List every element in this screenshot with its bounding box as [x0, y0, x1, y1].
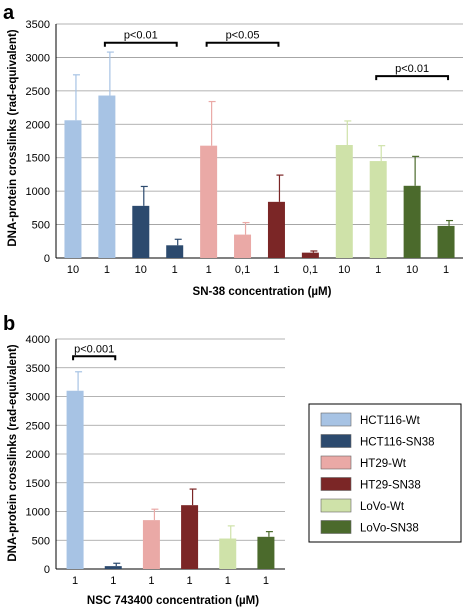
chart-a-bar: [166, 245, 184, 258]
chart-a-x-tick-label: 1: [206, 264, 212, 276]
chart-a-significance-bracket: [103, 41, 178, 47]
chart-a-y-tick-label: 2500: [26, 86, 50, 98]
legend-label: HT29-SN38: [360, 480, 421, 492]
chart-a-x-tick-label: 0,1: [235, 264, 250, 276]
legend-label: HT29-Wt: [360, 458, 407, 470]
chart-b-y-tick-label: 1500: [26, 478, 50, 490]
chart-b-bar: [142, 520, 160, 569]
chart-b-y-tick-label: 3000: [26, 392, 50, 404]
chart-a-x-tick-label: 1: [443, 264, 449, 276]
chart-a-x-axis-label: SN-38 concentration (µM): [193, 286, 332, 298]
chart-b-significance-bracket: [72, 355, 117, 361]
legend: HCT116-Wt HCT116-SN38 HT29-Wt HT29-SN38 LoVo…: [308, 403, 462, 543]
chart-a-x-tick-label: 10: [406, 264, 418, 276]
chart-a-x-tick-label: 1: [172, 264, 178, 276]
chart-a-x-tick-label: 1: [104, 264, 110, 276]
chart-b-y-tick-label: 0: [44, 564, 50, 576]
chart-b-y-tick-label: 2000: [26, 449, 50, 461]
chart-a-bar: [234, 234, 252, 258]
chart-b-y-tick-label: 3500: [26, 363, 50, 375]
chart-b-x-tick-label: 1: [225, 575, 231, 587]
chart-a-y-tick-label: 3500: [26, 19, 50, 31]
legend-label: LoVo-Wt: [360, 501, 405, 513]
chart-b-bar: [66, 390, 84, 569]
chart-a-bar: [267, 201, 285, 258]
chart-a-significance-label: p<0.05: [226, 30, 260, 42]
chart-b-y-tick-label: 4000: [26, 334, 50, 346]
chart-b-bar: [219, 538, 237, 569]
panel-label-a: a: [3, 2, 15, 24]
chart-a-bar: [437, 225, 455, 258]
chart-b-y-tick-label: 1000: [26, 507, 50, 519]
chart-a-y-tick-label: 3000: [26, 52, 50, 64]
chart-a-bar: [200, 145, 218, 258]
legend-swatch: [320, 477, 352, 491]
chart-b-y-tick-label: 2500: [26, 420, 50, 432]
chart-b-bars: 1 1 1 1 1 1 p<0.001: [66, 343, 275, 587]
legend-label: LoVo-SN38: [360, 523, 419, 535]
legend-swatch: [320, 455, 352, 470]
chart-a-y-tick-label: 500: [32, 220, 50, 232]
chart-a-bar: [403, 185, 421, 258]
chart-a-significance-bracket: [375, 75, 450, 81]
chart-b-x-tick-label: 1: [110, 575, 116, 587]
legend-swatch: [320, 520, 352, 534]
legend-label: HCT116-SN38: [360, 437, 435, 449]
chart-b-x-tick-label: 1: [72, 575, 78, 587]
chart-a-x-tick-label: 10: [135, 264, 147, 276]
legend-box: [308, 403, 462, 543]
chart-a-x-tick-label: 1: [273, 264, 279, 276]
chart-b-bar: [181, 505, 199, 569]
chart-a-x-tick-label: 10: [338, 264, 350, 276]
chart-a-bar: [132, 205, 150, 258]
chart-a-x-tick-label: 0,1: [303, 264, 318, 276]
chart-a-y-tick-label: 1500: [26, 153, 50, 165]
chart-a-bar: [335, 145, 353, 258]
chart-b-x-tick-label: 1: [148, 575, 154, 587]
chart-a-significance-label: p<0.01: [124, 30, 158, 42]
chart-a-significance-label: p<0.01: [395, 63, 429, 75]
chart-a-bar: [64, 120, 82, 258]
legend-label: HCT116-Wt: [360, 415, 421, 427]
chart-b-gridlines: 0 500 1000 1500 2000 2500 3000 3500 4000: [26, 334, 285, 576]
chart-b-significance-label: p<0.001: [74, 343, 114, 355]
chart-a-y-tick-label: 2000: [26, 119, 50, 131]
chart-a-y-axis-label: DNA-protein crosslinks (rad-equivalent): [7, 29, 19, 246]
chart-a-gridlines: 0 500 1000 1500 2000 2500 3000 3500: [26, 19, 463, 265]
chart-b-y-tick-label: 500: [32, 535, 50, 547]
legend-swatch: [320, 498, 352, 513]
chart-a-bar: [301, 252, 319, 258]
chart-a-bars: 10 1 10 1 1 0,1 1 0,1 10 1 10 1 p<0.01 p<0.05 p<0.01: [64, 30, 455, 276]
chart-a-x-tick-label: 10: [67, 264, 79, 276]
chart-a-y-tick-label: 1000: [26, 186, 50, 198]
legend-swatch: [320, 434, 352, 448]
chart-b-x-tick-label: 1: [187, 575, 193, 587]
chart-b-bar: [257, 536, 275, 569]
legend-swatch: [320, 412, 352, 427]
chart-b-bar: [104, 566, 122, 569]
chart-a-bar: [369, 161, 387, 258]
chart-b-x-axis-label: NSC 743400 concentration (µM): [87, 595, 259, 607]
chart-b-y-axis-label: DNA-protein crosslinks (rad-equivalent): [7, 344, 19, 561]
chart-a-significance-bracket: [205, 41, 280, 47]
chart-b-x-tick-label: 1: [263, 575, 269, 587]
chart-a-x-tick-label: 1: [375, 264, 381, 276]
chart-a-bar: [98, 95, 116, 258]
panel-label-b: b: [3, 313, 15, 335]
chart-a-y-tick-label: 0: [44, 253, 50, 265]
